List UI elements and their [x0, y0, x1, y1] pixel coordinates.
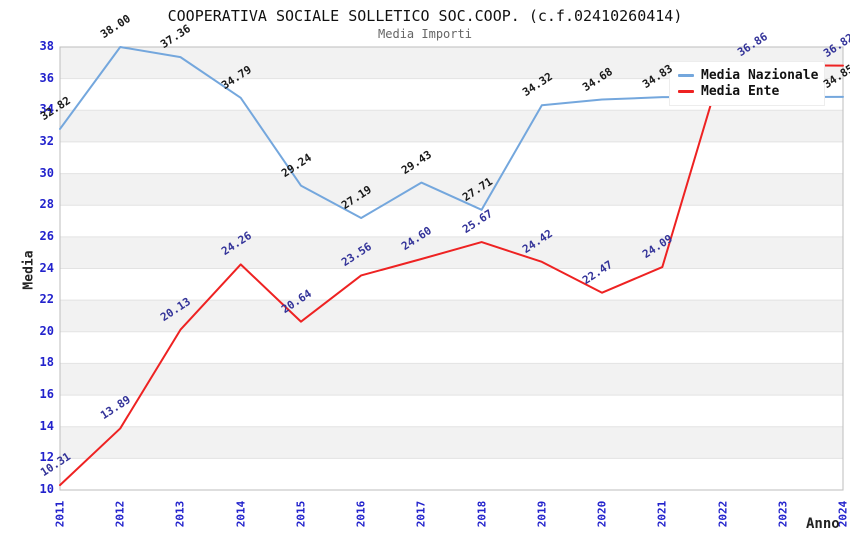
y-tick-label: 24	[39, 260, 54, 275]
y-axis-title: Media	[21, 250, 37, 290]
legend-label-media-nazionale: Media Nazionale	[701, 68, 819, 83]
x-tick-label: 2013	[173, 500, 187, 528]
plot-band	[60, 236, 843, 269]
chart-title: COOPERATIVA SOCIALE SOLLETICO SOC.COOP. …	[167, 7, 683, 25]
plot-band	[60, 110, 843, 142]
y-tick-label: 22	[39, 292, 54, 307]
y-tick-label: 36	[39, 70, 54, 85]
y-tick-label: 18	[39, 355, 54, 370]
x-tick-label: 2022	[716, 500, 730, 528]
legend: Media Nazionale Media Ente	[669, 61, 826, 106]
plot-band	[60, 300, 843, 332]
y-tick-label: 16	[39, 387, 54, 402]
legend-label-media-ente: Media Ente	[701, 84, 780, 99]
x-tick-label: 2020	[595, 500, 609, 528]
x-tick-label: 2012	[113, 500, 127, 528]
y-tick-label: 26	[39, 228, 54, 243]
x-tick-label: 2017	[414, 500, 428, 528]
y-tick-label: 34	[39, 102, 54, 117]
y-tick-label: 28	[39, 197, 54, 212]
line-swatch-media-nazionale-icon	[678, 74, 694, 77]
y-tick-label: 14	[39, 418, 54, 433]
line-swatch-media-ente-icon	[678, 90, 694, 93]
x-tick-label: 2023	[776, 500, 790, 528]
chart-subtitle: Media Importi	[378, 27, 472, 41]
x-axis-title: Anno	[806, 516, 840, 532]
legend-item-media-nazionale: Media Nazionale	[678, 68, 818, 83]
plot-border	[59, 46, 844, 491]
x-tick-label: 2021	[655, 500, 669, 528]
y-tick-label: 10	[39, 482, 54, 496]
x-tick-label: 2016	[354, 500, 368, 528]
y-tick-label: 12	[39, 450, 54, 465]
y-tick-label: 32	[39, 133, 54, 148]
y-tick-label: 38	[39, 39, 54, 53]
x-tick-label: 2019	[535, 500, 549, 528]
plot-band	[60, 363, 843, 396]
x-tick-label: 2011	[53, 500, 67, 528]
x-tick-label: 2015	[294, 500, 308, 528]
y-tick-label: 30	[39, 165, 54, 180]
plot-band	[60, 173, 843, 206]
x-tick-label: 2018	[475, 500, 489, 528]
legend-item-media-ente: Media Ente	[678, 84, 818, 99]
x-tick-label: 2014	[234, 500, 248, 528]
plot-band	[60, 426, 843, 459]
y-tick-label: 20	[39, 323, 54, 338]
